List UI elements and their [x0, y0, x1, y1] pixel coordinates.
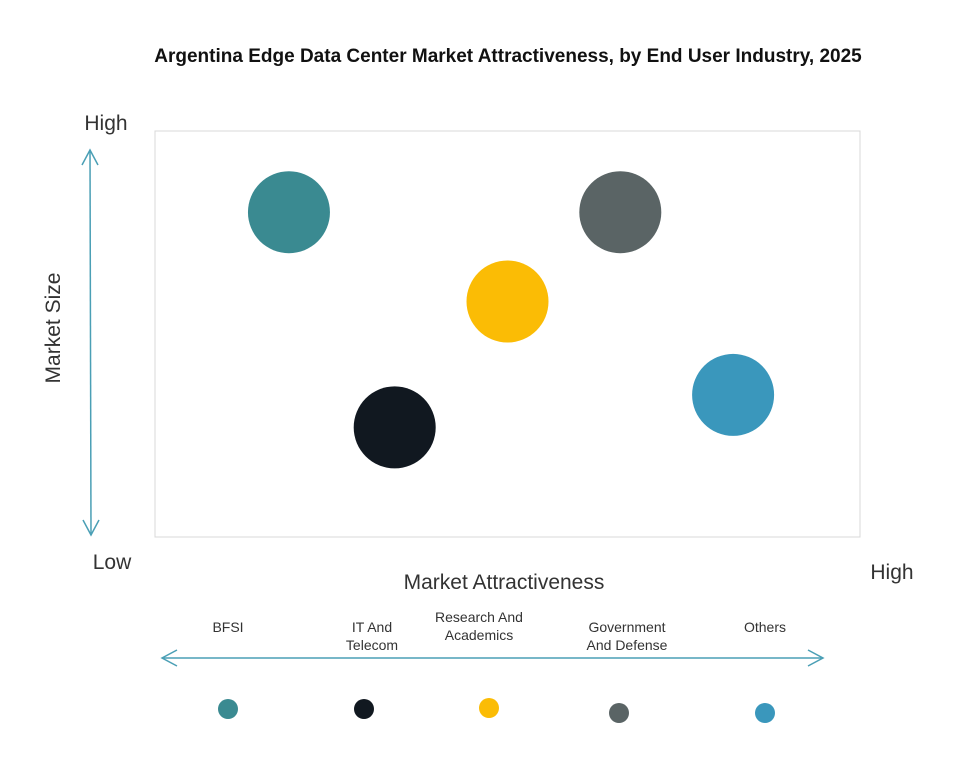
legend-label: Others: [744, 619, 786, 635]
legend-marker: [755, 703, 775, 723]
bubble-others: [692, 353, 775, 436]
legend-marker: [354, 699, 374, 719]
y-axis-arrow: [81, 148, 100, 537]
x-low-label: Low: [93, 551, 132, 574]
bubble-bfsi: [247, 171, 330, 254]
x-axis-label: Market Attractiveness: [404, 571, 605, 594]
bubbles: [247, 171, 775, 469]
legend-marker: [218, 699, 238, 719]
y-axis-label: Market Size: [42, 273, 65, 384]
x-high-label: High: [870, 561, 913, 584]
legend-label: IT And Telecom: [346, 619, 398, 653]
legend: BFSI IT And Telecom Research And Academics Go…: [212, 609, 786, 723]
legend-label: Research And Academics: [435, 609, 523, 643]
bubble-research-and-academics: [466, 260, 549, 343]
y-high-label: High: [84, 112, 127, 135]
bubble-government-and-defense: [579, 171, 662, 254]
legend-arrow: [160, 649, 825, 667]
legend-marker: [609, 703, 629, 723]
legend-label: BFSI: [212, 619, 243, 635]
legend-label: Government And Defense: [587, 619, 668, 653]
bubble-it-and-telecom: [353, 386, 436, 469]
chart-title: Argentina Edge Data Center Market Attrac…: [154, 46, 862, 67]
legend-marker: [479, 698, 499, 718]
